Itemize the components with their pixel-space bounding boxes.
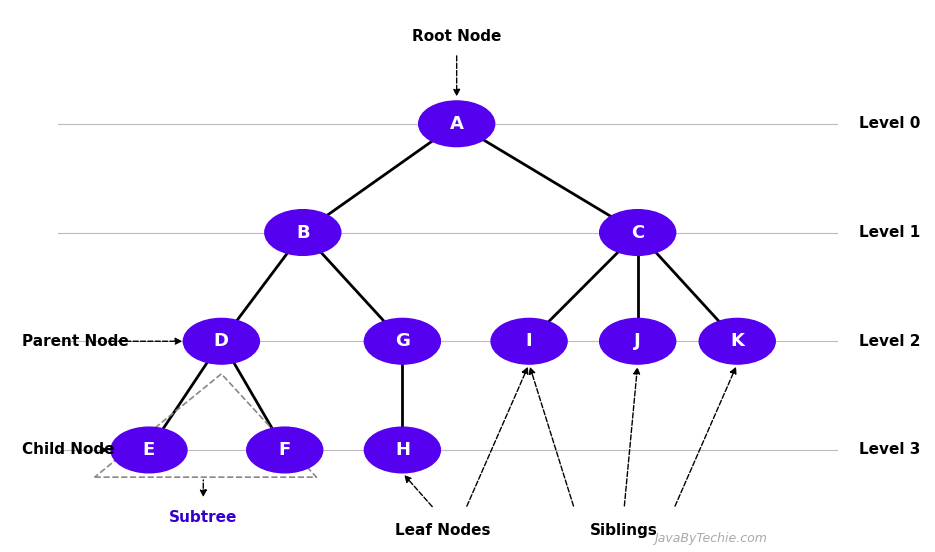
Text: Parent Node: Parent Node <box>22 334 129 349</box>
Circle shape <box>491 319 568 364</box>
Text: C: C <box>631 224 644 242</box>
Text: Level 0: Level 0 <box>859 116 921 131</box>
Circle shape <box>365 319 440 364</box>
Text: Child Node: Child Node <box>22 443 115 458</box>
Circle shape <box>183 319 259 364</box>
Circle shape <box>699 319 775 364</box>
Text: Subtree: Subtree <box>169 511 237 526</box>
Text: Level 1: Level 1 <box>859 225 921 240</box>
Text: Level 2: Level 2 <box>859 334 921 349</box>
Circle shape <box>599 210 676 256</box>
Text: J: J <box>634 332 641 350</box>
Text: H: H <box>395 441 410 459</box>
Text: I: I <box>525 332 532 350</box>
Text: A: A <box>450 115 464 133</box>
Circle shape <box>111 427 187 473</box>
Text: K: K <box>730 332 744 350</box>
Text: F: F <box>279 441 291 459</box>
Text: Root Node: Root Node <box>412 29 501 44</box>
Circle shape <box>419 101 495 147</box>
Text: G: G <box>395 332 410 350</box>
Text: B: B <box>296 224 309 242</box>
Text: Leaf Nodes: Leaf Nodes <box>396 523 491 538</box>
Circle shape <box>265 210 341 256</box>
Circle shape <box>247 427 323 473</box>
Text: Level 3: Level 3 <box>859 443 921 458</box>
Text: E: E <box>143 441 155 459</box>
Text: D: D <box>214 332 229 350</box>
Circle shape <box>365 427 440 473</box>
Text: JavaByTechie.com: JavaByTechie.com <box>654 532 767 544</box>
Circle shape <box>599 319 676 364</box>
Text: Siblings: Siblings <box>590 523 658 538</box>
